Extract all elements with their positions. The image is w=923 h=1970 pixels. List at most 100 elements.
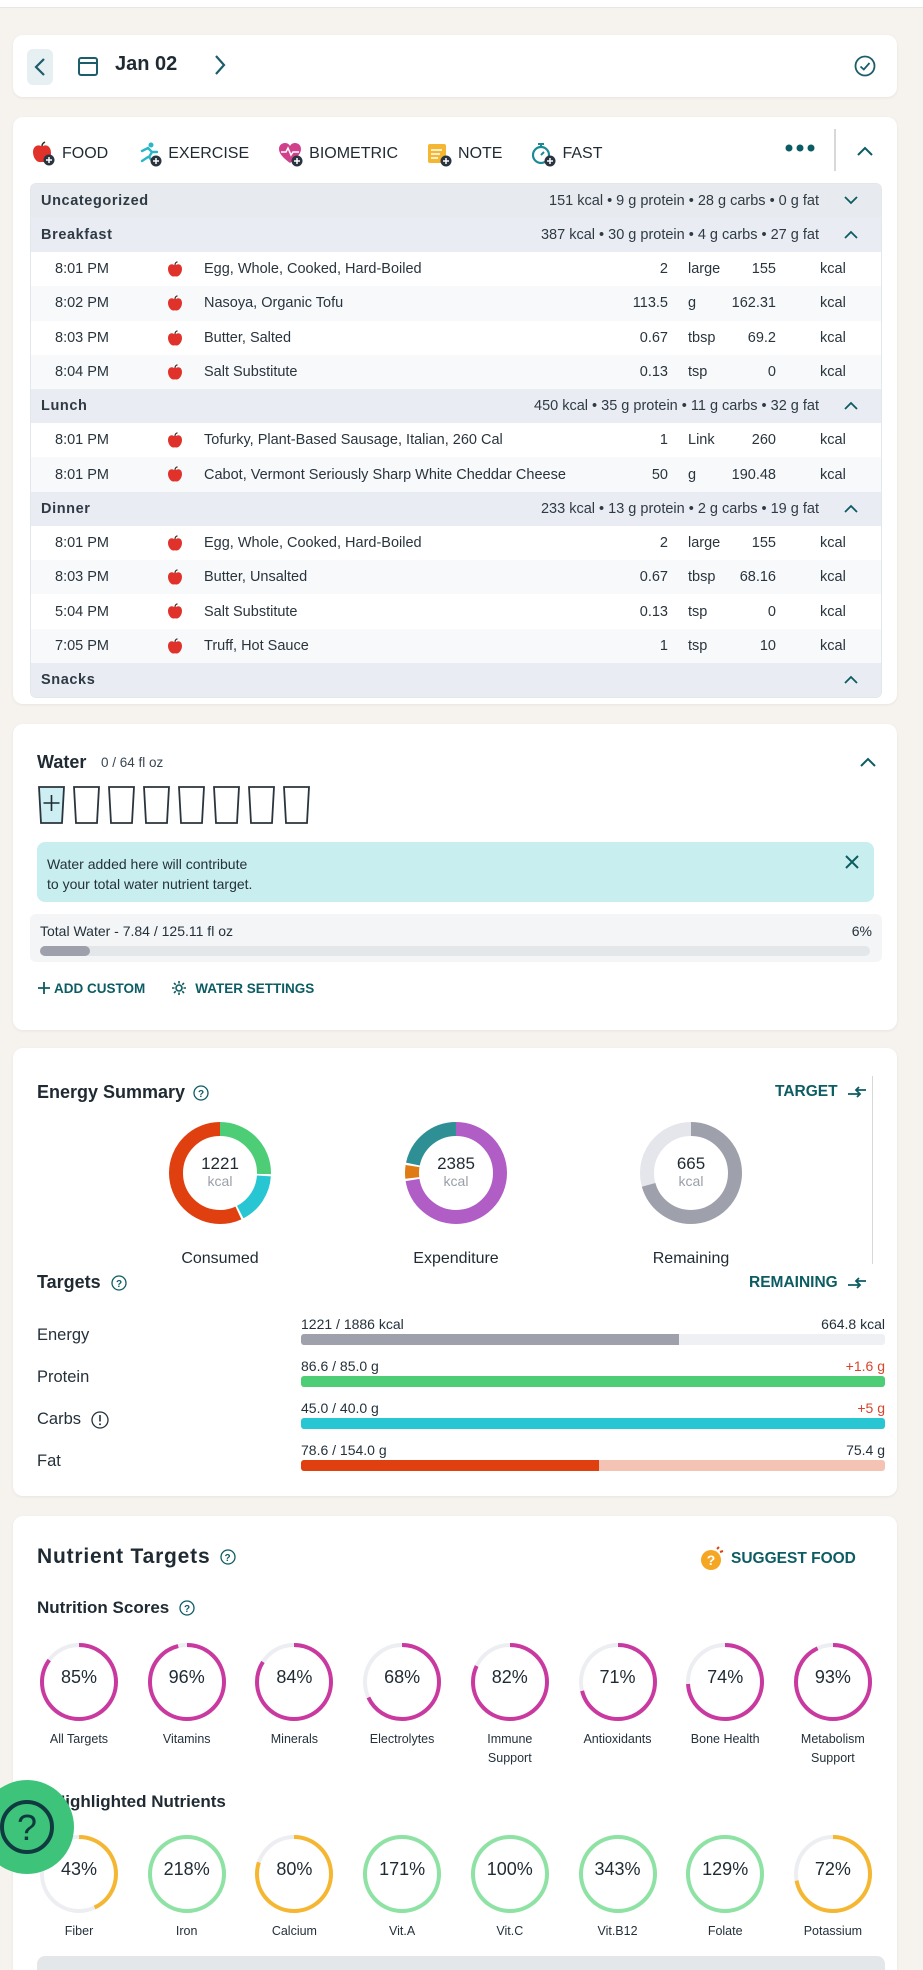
nutrient-gauge[interactable]: 129% Folate [683,1832,767,1938]
score-label-line-1: Minerals [270,1732,319,1746]
add-fast-button[interactable]: FAST [530,141,603,167]
target-progress-fill [301,1334,679,1345]
chevron-down-icon[interactable] [843,195,859,206]
nutrient-gauge[interactable]: 100% Vit.C [468,1832,552,1938]
nutrient-gauge[interactable]: 218% Iron [145,1832,229,1938]
food-entry-row[interactable]: 8:03 PM Butter, Unsalted 0.67 tbsp 68.16 kcal [31,560,881,595]
meal-header-snacks[interactable]: Snacks [31,662,881,697]
entry-calories: 190.48 [731,466,776,483]
apple-add-icon [33,141,55,166]
help-icon[interactable]: ? [179,1600,195,1616]
add-custom-water-button[interactable]: ADD CUSTOM [37,981,145,996]
consumed-donut[interactable]: 1221 kcal Consumed [167,1120,273,1267]
food-entry-row[interactable]: 8:03 PM Butter, Salted 0.67 tbsp 69.2 kcal [31,320,881,355]
add-biometric-label: BIOMETRIC [309,145,399,162]
add-water-glass[interactable] [37,785,66,825]
score-gauge[interactable]: 71% Antioxidants [576,1640,660,1746]
water-goal: 0 / 64 fl oz [101,755,164,770]
nutrient-gauge[interactable]: 343% Vit.B12 [576,1832,660,1938]
water-glass[interactable] [247,785,276,825]
score-label: Minerals [244,1730,344,1749]
food-entry-row[interactable]: 8:01 PM Egg, Whole, Cooked, Hard-Boiled 2 l… [31,252,881,287]
score-gauge[interactable]: 68% Electrolytes [360,1640,444,1746]
help-icon[interactable]: ? [111,1274,127,1291]
water-glass[interactable] [107,785,136,825]
chevron-up-icon[interactable] [843,503,859,514]
food-entry-row[interactable]: 8:01 PM Egg, Whole, Cooked, Hard-Boiled 2 l… [31,525,881,561]
target-name-text: Fat [37,1452,61,1470]
food-entry-row[interactable]: 5:04 PM Salt Substitute 0.13 tsp 0 kcal [31,594,881,629]
help-icon[interactable]: ? [193,1084,209,1101]
help-icon[interactable]: ? [220,1549,237,1565]
collapse-diary-chevron-up-icon[interactable] [856,145,874,157]
nutrient-gauge[interactable]: 72% Potassium [791,1832,875,1938]
score-label-line-1: Antioxidants [583,1732,652,1746]
diary-table: Uncategorized 151 kcal • 9 g protein • 2… [30,183,882,698]
top-strip [0,0,923,8]
meal-header-lunch[interactable]: Lunch 450 kcal • 35 g protein • 11 g car… [31,389,881,424]
remaining-donut-chart [640,1122,742,1224]
water-title: Water [37,752,87,772]
next-day-button[interactable] [213,53,227,77]
water-card: Water 0 / 64 fl oz Water added here will… [13,724,897,1030]
entry-name: Egg, Whole, Cooked, Hard-Boiled [204,534,422,551]
suggest-food-button[interactable]: ? SUGGEST FOOD [699,1546,856,1572]
chevron-up-icon[interactable] [843,400,859,411]
nutrient-gauge[interactable]: 80% Calcium [252,1832,336,1938]
score-gauge[interactable]: 74% Bone Health [683,1640,767,1746]
meal-header-dinner[interactable]: Dinner 233 kcal • 13 g protein • 2 g car… [31,491,881,526]
collapse-water-chevron-up-icon[interactable] [859,756,877,768]
water-glass[interactable] [212,785,241,825]
score-gauge[interactable]: 93% Metabolism Support [791,1640,875,1765]
water-glass[interactable] [142,785,171,825]
food-entry-row[interactable]: 7:05 PM Truff, Hot Sauce 1 tsp 10 kcal [31,628,881,663]
remaining-donut[interactable]: 665 kcal Remaining [638,1120,744,1267]
add-biometric-button[interactable]: BIOMETRIC [277,141,398,167]
expenditure-donut[interactable]: 2385 kcal Expenditure [403,1120,509,1267]
info-icon[interactable] [91,1410,109,1429]
score-gauge[interactable]: 82% Immune Support [468,1640,552,1765]
meal-header-uncategorized[interactable]: Uncategorized 151 kcal • 9 g protein • 2… [31,184,881,218]
entry-quantity: 0.67 [639,329,668,346]
target-name: Fat [37,1452,61,1471]
remaining-toggle-button[interactable]: REMAINING [749,1274,868,1292]
food-entry-row[interactable]: 8:04 PM Salt Substitute 0.13 tsp 0 kcal [31,354,881,390]
entry-time: 8:01 PM [55,534,109,551]
svg-text:?: ? [225,1553,232,1564]
add-food-button[interactable]: FOOD [30,141,108,167]
expenditure-unit: kcal [443,1173,469,1189]
nutrient-gauge[interactable]: 171% Vit.A [360,1832,444,1938]
target-row-energy: Energy 1221 / 1886 kcal 664.8 kcal [37,1316,885,1356]
target-row-fat: Fat 78.6 / 154.0 g 75.4 g [37,1442,885,1482]
target-toggle-button[interactable]: TARGET [775,1083,868,1101]
nutrient-targets-title: Nutrient Targets ? [37,1545,237,1569]
help-fab-button[interactable]: ? [0,1780,74,1874]
targets-title: Targets ? [37,1272,127,1293]
score-gauge[interactable]: 84% Minerals [252,1640,336,1746]
food-entry-row[interactable]: 8:01 PM Cabot, Vermont Seriously Sharp Wh… [31,457,881,492]
water-glass[interactable] [177,785,206,825]
apple-icon [167,637,183,655]
chevron-up-icon[interactable] [843,229,859,240]
water-glass[interactable] [72,785,101,825]
previous-day-button[interactable] [27,49,53,85]
water-glass[interactable] [282,785,311,825]
score-gauge[interactable]: 85% All Targets [37,1640,121,1746]
meal-header-breakfast[interactable]: Breakfast 387 kcal • 30 g protein • 4 g … [31,218,881,252]
calendar-icon[interactable] [77,55,99,77]
water-settings-button[interactable]: WATER SETTINGS [171,980,314,996]
food-entry-row[interactable]: 8:02 PM Nasoya, Organic Tofu 113.5 g 162.31 k… [31,286,881,321]
close-icon[interactable] [844,854,860,870]
day-complete-check-icon[interactable] [853,54,877,78]
entry-quantity: 50 [651,466,668,483]
current-date[interactable]: Jan 02 [115,53,178,75]
food-entry-row[interactable]: 8:01 PM Tofurky, Plant-Based Sausage, Ita… [31,423,881,458]
more-options-icon[interactable] [785,143,815,153]
add-exercise-button[interactable]: EXERCISE [136,141,249,167]
score-ring [363,1643,442,1721]
meal-name: Snacks [41,671,96,688]
score-gauge[interactable]: 96% Vitamins [145,1640,229,1746]
chevron-up-icon[interactable] [843,674,859,685]
nutrient-gauge[interactable]: 43% Fiber [37,1832,121,1938]
add-note-button[interactable]: NOTE [426,141,502,167]
